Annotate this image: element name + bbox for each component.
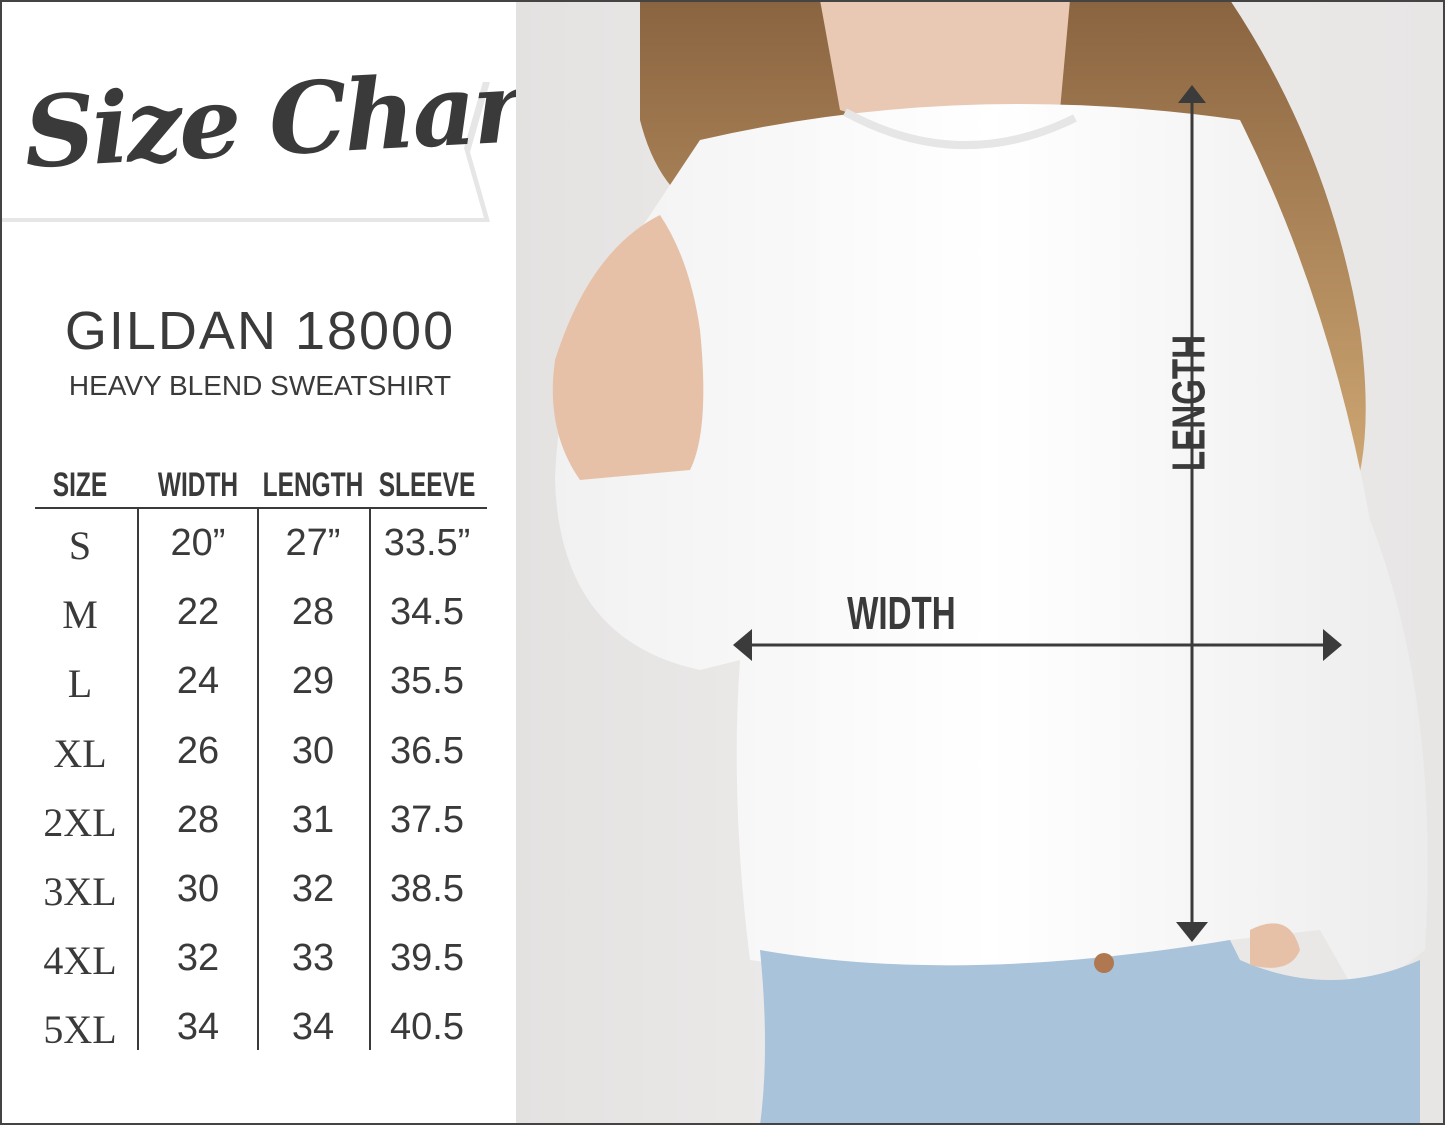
size-cell: M bbox=[62, 592, 98, 638]
size-chart-panel: Size Chart GILDAN 18000 HEAVY BLEND SWEA… bbox=[0, 0, 566, 1125]
header-divider bbox=[35, 507, 487, 509]
measurement-cell: 37.5 bbox=[390, 798, 464, 841]
size-cell: L bbox=[67, 661, 93, 707]
measurement-cell: 29 bbox=[291, 660, 335, 703]
measurement-cell: 27” bbox=[285, 522, 341, 564]
measurement-cell: 30 bbox=[291, 729, 335, 772]
size-cell: S bbox=[68, 523, 92, 568]
measurement-cell: 24 bbox=[176, 660, 220, 703]
measurement-cell: 32 bbox=[176, 937, 220, 980]
size-cell: 2XL bbox=[43, 799, 117, 845]
sweatshirt-illustration bbox=[552, 0, 1428, 1125]
model-photo: WIDTH LENGTH bbox=[516, 0, 1445, 1125]
column-header-sleeve: SLEEVE bbox=[378, 466, 476, 504]
column-header-width: WIDTH bbox=[157, 466, 239, 504]
measurement-cell: 28 bbox=[291, 591, 335, 634]
size-cell: 3XL bbox=[43, 869, 117, 914]
measurement-cell: 30 bbox=[176, 868, 220, 910]
column-divider bbox=[137, 508, 139, 1050]
column-header-length: LENGTH bbox=[262, 466, 364, 504]
measurement-cell: 34 bbox=[291, 1006, 335, 1049]
measurement-cell: 20” bbox=[170, 522, 226, 564]
column-divider bbox=[369, 508, 371, 1050]
title-ribbon bbox=[0, 78, 490, 222]
measurement-cell: 38.5 bbox=[390, 868, 464, 910]
length-label: LENGTH bbox=[1162, 334, 1215, 472]
measurement-cell: 31 bbox=[291, 798, 335, 841]
measurement-cell: 28 bbox=[176, 798, 220, 841]
measurement-arrows bbox=[733, 85, 1342, 942]
size-cell: 5XL bbox=[43, 1007, 117, 1053]
product-description: HEAVY BLEND SWEATSHIRT bbox=[68, 370, 452, 401]
measurement-cell: 36.5 bbox=[390, 729, 464, 772]
measurement-cell: 34 bbox=[176, 1006, 220, 1049]
product-model: GILDAN 18000 bbox=[64, 301, 456, 361]
measurement-cell: 26 bbox=[176, 729, 220, 772]
measurement-cell: 35.5 bbox=[390, 660, 464, 703]
measurement-cell: 39.5 bbox=[390, 937, 464, 980]
width-label: WIDTH bbox=[847, 587, 956, 639]
measurement-cell: 32 bbox=[291, 868, 335, 910]
size-cell: XL bbox=[53, 730, 107, 776]
measurement-cell: 33 bbox=[291, 937, 335, 980]
measurement-cell: 40.5 bbox=[390, 1006, 464, 1049]
column-header-size: SIZE bbox=[52, 466, 108, 504]
column-divider bbox=[257, 508, 259, 1050]
measurement-cell: 22 bbox=[176, 591, 220, 634]
measurement-cell: 34.5 bbox=[390, 591, 464, 634]
size-cell: 4XL bbox=[43, 938, 117, 984]
measurement-cell: 33.5” bbox=[383, 522, 471, 564]
